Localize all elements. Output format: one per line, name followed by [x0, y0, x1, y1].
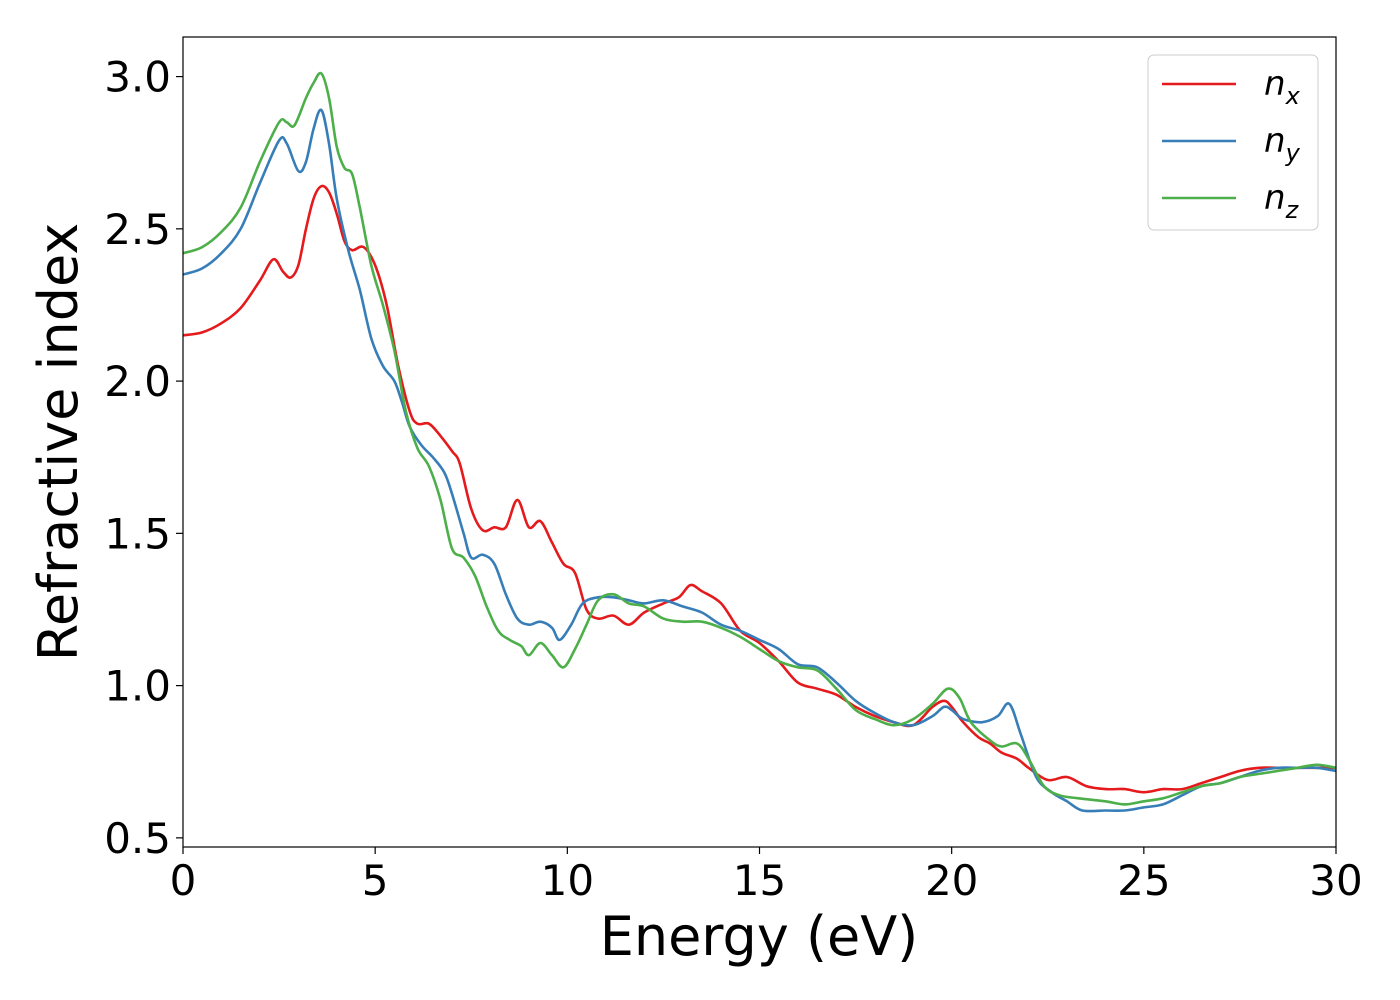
x-tick-label: 25	[1117, 856, 1170, 905]
y-tick-label: 3.0	[104, 53, 171, 102]
series-line-n-x	[183, 184, 1336, 794]
y-tick-label: 1.5	[104, 509, 171, 558]
legend-label-subscript: z	[1285, 196, 1300, 224]
legend-label-n-x: nx	[1264, 64, 1301, 110]
y-tick-label: 2.5	[104, 205, 171, 254]
x-tick-label: 5	[362, 856, 389, 905]
series-line-n-y	[183, 108, 1336, 813]
series-layer	[183, 71, 1336, 813]
legend-label-main: n	[1264, 121, 1286, 161]
x-tick-label: 0	[170, 856, 197, 905]
legend-label-main: n	[1264, 178, 1286, 218]
y-axis: 0.5 1.0 1.5 2.0 2.5 3.0	[104, 53, 183, 863]
x-tick-label: 20	[925, 856, 978, 905]
series-line-n-z	[183, 71, 1336, 806]
x-axis: 0 5 10 15 20 25 30	[170, 847, 1363, 905]
y-tick-label: 2.0	[104, 357, 171, 406]
legend-label-main: n	[1264, 64, 1286, 104]
x-tick-label: 10	[541, 856, 594, 905]
x-axis-label: Energy (eV)	[600, 905, 919, 968]
y-tick-label: 0.5	[104, 814, 171, 863]
y-axis-label: Refractive index	[27, 223, 90, 662]
x-tick-label: 30	[1309, 856, 1362, 905]
x-tick-label: 15	[733, 856, 786, 905]
legend-label-n-z: nz	[1264, 178, 1300, 224]
legend-label-subscript: x	[1285, 82, 1301, 110]
y-tick-label: 1.0	[104, 662, 171, 711]
legend-box	[1147, 54, 1319, 231]
legend-label-subscript: y	[1285, 139, 1301, 167]
legend-label-n-y: ny	[1264, 121, 1301, 167]
